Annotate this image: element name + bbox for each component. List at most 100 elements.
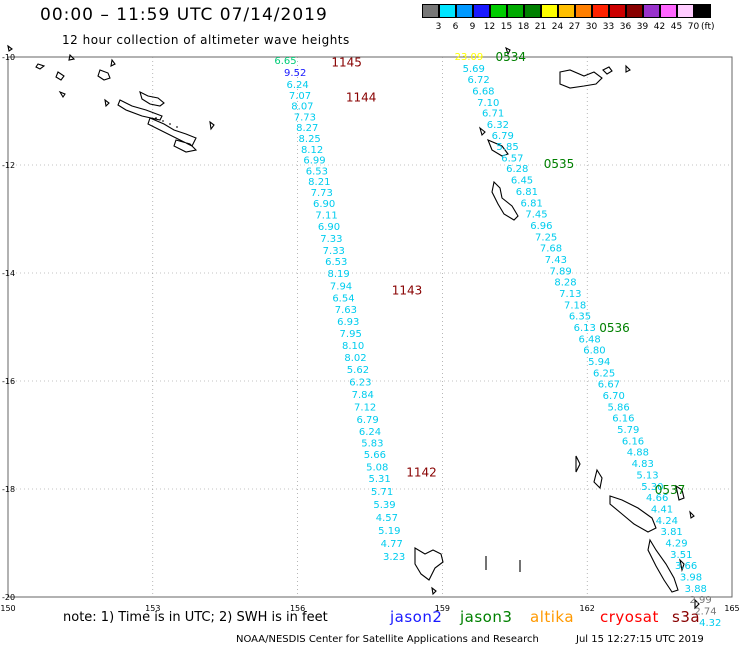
- swh-value: 7.95: [340, 329, 362, 340]
- coastline-vanuatu-mid: [575, 455, 603, 490]
- legend-label: 12: [483, 22, 496, 32]
- legend-swatch: [609, 4, 626, 18]
- lon-tick-label: 165: [724, 604, 739, 613]
- swh-value: 23.09: [455, 52, 484, 63]
- swh-value: 5.83: [361, 439, 383, 450]
- swh-value: 3.66: [675, 561, 697, 572]
- swh-value: 6.71: [482, 109, 504, 120]
- swh-value: 7.25: [535, 232, 557, 243]
- swh-value: 5.85: [496, 142, 518, 153]
- coastline-new-caledonia: [609, 484, 695, 533]
- swh-value: 7.07: [289, 91, 311, 102]
- swh-value: 2.99: [689, 595, 711, 606]
- swh-value: 6.16: [622, 436, 644, 447]
- swh-value: 6.81: [516, 187, 538, 198]
- swh-value: 7.43: [545, 255, 567, 266]
- legend-swatch: [626, 4, 643, 18]
- swh-value: 6.24: [359, 427, 381, 438]
- swh-value: 5.13: [636, 470, 658, 481]
- swh-value: 4.57: [376, 513, 398, 524]
- swh-value: 6.81: [521, 198, 543, 209]
- swh-value: 5.86: [607, 402, 629, 413]
- altimeter-tracks: 6.659.526.247.078.077.738.278.258.126.99…: [274, 50, 721, 629]
- swh-value: 6.32: [487, 120, 509, 131]
- swh-value: 7.73: [294, 112, 316, 123]
- map-title: 00:00 – 11:59 UTC 07/14/2019: [40, 5, 328, 25]
- swh-value: 7.94: [330, 281, 352, 292]
- legend-unit: (ft): [701, 22, 715, 32]
- swh-value: 8.27: [296, 123, 318, 134]
- swh-value: 6.54: [332, 293, 354, 304]
- swh-value: 8.21: [308, 177, 330, 188]
- pass-time-label: 0536: [599, 321, 630, 335]
- swh-value: 6.90: [313, 199, 335, 210]
- swh-value: 7.63: [335, 305, 357, 316]
- lat-tick-label: -20: [2, 593, 15, 602]
- credit-line: NOAA/NESDIS Center for Satellite Applica…: [236, 634, 539, 645]
- pass-time-label: 1144: [346, 90, 377, 104]
- coastlines: [7, 44, 700, 610]
- satellite-s3a: s3a: [672, 608, 701, 626]
- swh-value: 5.66: [364, 450, 386, 461]
- pass-time-label: 0535: [544, 157, 575, 171]
- legend-swatch: [473, 4, 490, 18]
- swh-value: 6.99: [303, 156, 325, 167]
- swh-value: 6.70: [603, 391, 625, 402]
- footer-note: note: 1) Time is in UTC; 2) SWH is in fe…: [63, 610, 328, 625]
- legend-swatch: [439, 4, 456, 18]
- legend-label: 45: [670, 22, 683, 32]
- swh-value: 7.33: [320, 234, 342, 245]
- legend-swatch: [422, 4, 439, 18]
- swh-value: 4.88: [627, 448, 649, 459]
- swh-value: 7.10: [477, 98, 499, 109]
- swh-value: 6.25: [593, 368, 615, 379]
- swh-value: 8.19: [327, 269, 349, 280]
- coastline-loyalty: [647, 538, 700, 610]
- swh-value: 5.30: [641, 482, 663, 493]
- generated-timestamp: Jul 15 12:27:15 UTC 2019: [576, 634, 704, 645]
- legend-label: 36: [619, 22, 632, 32]
- pass-time-label: 1145: [331, 55, 362, 69]
- legend-swatch: [575, 4, 592, 18]
- swh-value: 6.67: [598, 380, 620, 391]
- swh-value: 7.45: [525, 210, 547, 221]
- swh-value: 7.89: [550, 266, 572, 277]
- lon-tick-label: 159: [435, 604, 450, 613]
- swh-value: 6.57: [501, 153, 523, 164]
- swh-value: 4.66: [646, 493, 668, 504]
- swh-value: 6.13: [574, 323, 596, 334]
- swh-value: 6.53: [325, 257, 347, 268]
- lat-tick-label: -18: [2, 485, 15, 494]
- legend-label: 15: [500, 22, 513, 32]
- swh-value: 3.81: [661, 527, 683, 538]
- swh-value: 6.96: [530, 221, 552, 232]
- swh-value: 6.24: [286, 80, 308, 91]
- swh-value: 7.13: [559, 289, 581, 300]
- swh-value: 8.07: [291, 102, 313, 113]
- swh-value: 4.83: [632, 459, 654, 470]
- pass-time-label: 0537: [655, 483, 686, 497]
- swh-value: 7.33: [323, 246, 345, 257]
- coastline-solomon-west: [7, 44, 165, 107]
- swh-value: 9.52: [284, 68, 306, 79]
- swh-value: 5.71: [371, 487, 393, 498]
- lat-lon-grid: -10 -12 -14 -16 -18 -20 150 153 156 159 162 165: [0, 53, 739, 613]
- swh-value: 5.31: [369, 474, 391, 485]
- swh-value: 4.77: [381, 539, 403, 550]
- swh-value: 5.79: [617, 425, 639, 436]
- lat-tick-label: -10: [2, 53, 15, 62]
- legend-label: 9: [469, 22, 476, 32]
- swh-value: 6.80: [583, 346, 605, 357]
- legend-label: 70: [687, 22, 700, 32]
- swh-value: 8.25: [299, 134, 321, 145]
- swh-value: 8.10: [342, 341, 364, 352]
- map-frame: [7, 56, 733, 598]
- lat-tick-label: -16: [2, 377, 15, 386]
- coastline-rennell: [478, 126, 509, 157]
- legend-label: 6: [452, 22, 459, 32]
- swh-value: 4.24: [656, 516, 678, 527]
- swh-value: 7.68: [540, 244, 562, 255]
- swh-value: 6.16: [612, 414, 634, 425]
- legend-label: 30: [585, 22, 598, 32]
